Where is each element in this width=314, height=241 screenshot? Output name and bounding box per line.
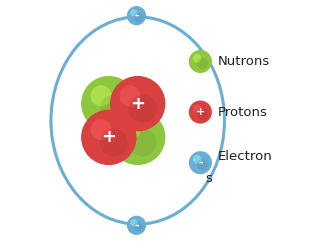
Circle shape bbox=[100, 128, 128, 156]
Text: Nutrons: Nutrons bbox=[217, 55, 269, 68]
Text: +: + bbox=[130, 95, 145, 113]
Circle shape bbox=[133, 222, 143, 232]
Circle shape bbox=[127, 6, 146, 25]
Circle shape bbox=[130, 219, 138, 226]
Circle shape bbox=[110, 76, 165, 131]
Circle shape bbox=[133, 13, 143, 22]
Circle shape bbox=[189, 50, 212, 73]
Circle shape bbox=[81, 110, 137, 165]
Circle shape bbox=[90, 85, 111, 107]
Circle shape bbox=[127, 216, 146, 235]
Circle shape bbox=[119, 119, 140, 140]
Text: -: - bbox=[134, 220, 139, 230]
Circle shape bbox=[197, 108, 208, 120]
Circle shape bbox=[197, 58, 208, 69]
Text: Electron: Electron bbox=[217, 150, 272, 163]
Circle shape bbox=[197, 159, 208, 171]
Circle shape bbox=[119, 85, 140, 107]
Circle shape bbox=[189, 151, 212, 174]
Circle shape bbox=[130, 9, 138, 17]
Circle shape bbox=[129, 128, 157, 156]
Circle shape bbox=[110, 110, 165, 165]
Circle shape bbox=[100, 95, 128, 122]
Circle shape bbox=[189, 100, 212, 124]
Text: +: + bbox=[196, 107, 205, 117]
Circle shape bbox=[129, 95, 157, 122]
Circle shape bbox=[193, 104, 202, 113]
Circle shape bbox=[81, 76, 137, 131]
Circle shape bbox=[90, 119, 111, 140]
Text: +: + bbox=[101, 128, 116, 146]
Text: -: - bbox=[198, 158, 203, 168]
Circle shape bbox=[193, 155, 202, 164]
Circle shape bbox=[193, 54, 202, 63]
Text: s: s bbox=[206, 172, 213, 185]
Text: Protons: Protons bbox=[217, 106, 267, 119]
Text: -: - bbox=[134, 11, 139, 21]
